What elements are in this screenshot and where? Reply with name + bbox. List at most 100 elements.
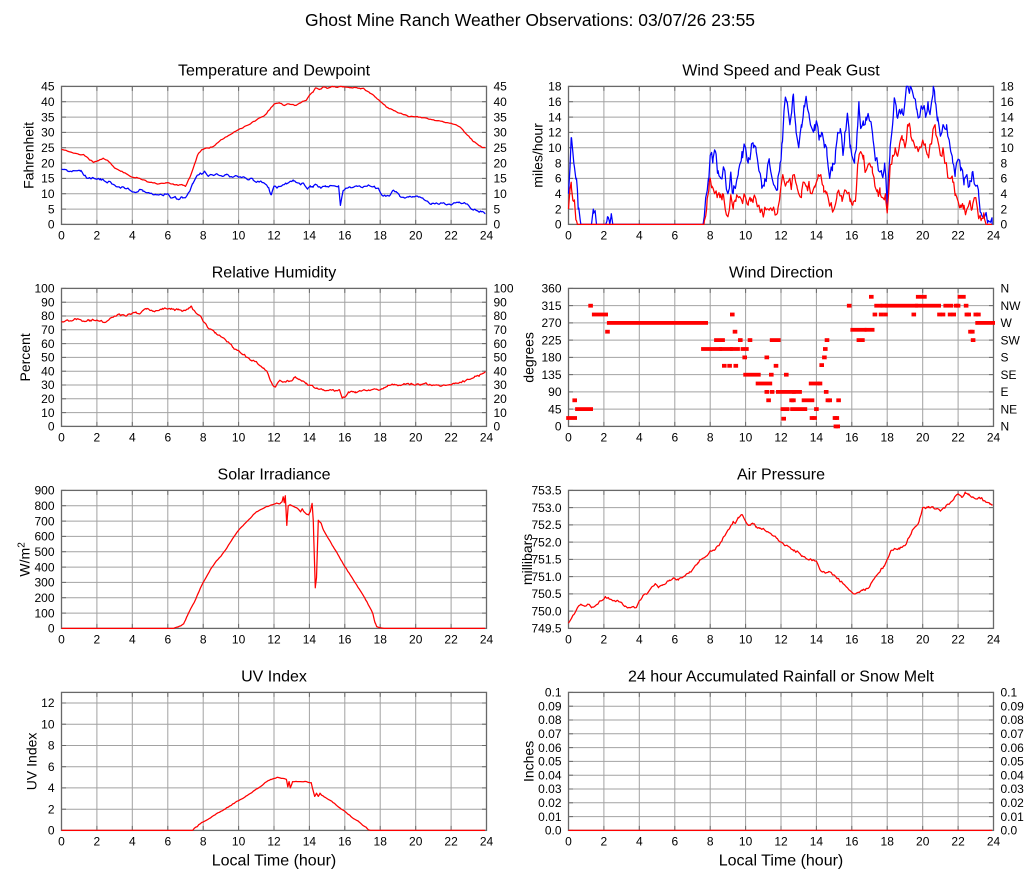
svg-text:750.0: 750.0 — [531, 604, 561, 618]
svg-text:14: 14 — [303, 229, 317, 243]
svg-text:0: 0 — [58, 229, 65, 243]
svg-text:700: 700 — [34, 514, 54, 528]
svg-text:16: 16 — [1001, 95, 1015, 109]
svg-text:2: 2 — [601, 633, 608, 647]
svg-text:12: 12 — [267, 229, 281, 243]
svg-text:90: 90 — [494, 295, 508, 309]
svg-text:degrees: degrees — [521, 332, 537, 383]
svg-text:20: 20 — [409, 229, 423, 243]
svg-text:0.07: 0.07 — [538, 727, 562, 741]
svg-text:Local Time (hour): Local Time (hour) — [212, 852, 337, 869]
svg-text:4: 4 — [129, 835, 136, 849]
svg-text:UV Index: UV Index — [24, 733, 40, 791]
svg-text:24: 24 — [480, 229, 494, 243]
svg-text:18: 18 — [374, 835, 388, 849]
svg-text:14: 14 — [303, 633, 317, 647]
svg-text:0.1: 0.1 — [1001, 686, 1018, 700]
svg-text:20: 20 — [409, 835, 423, 849]
svg-text:0: 0 — [565, 229, 572, 243]
svg-text:8: 8 — [707, 431, 714, 445]
svg-text:30: 30 — [41, 378, 55, 392]
svg-text:14: 14 — [1001, 110, 1015, 124]
svg-text:8: 8 — [707, 633, 714, 647]
svg-text:35: 35 — [494, 110, 508, 124]
svg-text:16: 16 — [338, 633, 352, 647]
svg-text:Air Pressure: Air Pressure — [737, 466, 825, 483]
svg-text:6: 6 — [671, 431, 678, 445]
svg-text:70: 70 — [494, 323, 508, 337]
svg-text:900: 900 — [34, 484, 54, 498]
svg-text:6: 6 — [164, 835, 171, 849]
svg-text:20: 20 — [41, 392, 55, 406]
svg-text:8: 8 — [555, 156, 562, 170]
svg-text:0.09: 0.09 — [538, 699, 562, 713]
svg-text:0: 0 — [494, 218, 501, 232]
svg-text:Relative Humidity: Relative Humidity — [212, 264, 336, 281]
svg-text:10: 10 — [232, 835, 246, 849]
svg-text:752.0: 752.0 — [531, 535, 561, 549]
svg-text:12: 12 — [774, 835, 788, 849]
svg-text:14: 14 — [303, 431, 317, 445]
svg-text:4: 4 — [636, 633, 643, 647]
svg-text:0.09: 0.09 — [1001, 699, 1025, 713]
svg-text:30: 30 — [494, 126, 508, 140]
svg-text:12: 12 — [267, 431, 281, 445]
svg-text:14: 14 — [810, 229, 824, 243]
svg-text:4: 4 — [129, 431, 136, 445]
svg-text:SW: SW — [1001, 333, 1021, 347]
svg-text:miles/hour: miles/hour — [530, 123, 546, 188]
svg-text:2: 2 — [601, 229, 608, 243]
svg-text:45: 45 — [548, 402, 562, 416]
svg-text:6: 6 — [164, 633, 171, 647]
svg-text:0: 0 — [494, 420, 501, 434]
svg-text:0.06: 0.06 — [1001, 741, 1025, 755]
svg-text:40: 40 — [494, 95, 508, 109]
svg-text:80: 80 — [494, 309, 508, 323]
svg-text:N: N — [1001, 282, 1010, 296]
svg-text:40: 40 — [41, 364, 55, 378]
svg-text:12: 12 — [774, 229, 788, 243]
svg-text:50: 50 — [41, 351, 55, 365]
svg-text:25: 25 — [41, 141, 55, 155]
svg-text:10: 10 — [1001, 141, 1015, 155]
svg-text:749.5: 749.5 — [531, 622, 561, 636]
svg-text:40: 40 — [41, 95, 55, 109]
svg-text:90: 90 — [41, 295, 55, 309]
svg-text:24: 24 — [480, 835, 494, 849]
svg-text:16: 16 — [338, 431, 352, 445]
svg-text:2: 2 — [601, 835, 608, 849]
svg-text:22: 22 — [444, 431, 458, 445]
svg-text:90: 90 — [548, 385, 562, 399]
svg-text:4: 4 — [636, 835, 643, 849]
svg-text:24: 24 — [987, 229, 1001, 243]
svg-text:2: 2 — [94, 835, 101, 849]
svg-text:NW: NW — [1001, 299, 1022, 313]
svg-text:20: 20 — [409, 633, 423, 647]
svg-text:270: 270 — [541, 316, 561, 330]
svg-text:16: 16 — [845, 229, 859, 243]
svg-text:UV Index: UV Index — [241, 668, 307, 685]
svg-text:14: 14 — [810, 431, 824, 445]
svg-text:8: 8 — [707, 835, 714, 849]
svg-text:15: 15 — [41, 172, 55, 186]
svg-text:180: 180 — [541, 351, 561, 365]
svg-text:360: 360 — [541, 282, 561, 296]
svg-text:Local Time (hour): Local Time (hour) — [719, 852, 844, 869]
svg-text:315: 315 — [541, 299, 561, 313]
svg-text:4: 4 — [129, 633, 136, 647]
svg-text:18: 18 — [881, 633, 895, 647]
svg-text:0.04: 0.04 — [1001, 768, 1025, 782]
svg-text:0: 0 — [48, 420, 55, 434]
svg-text:753.0: 753.0 — [531, 501, 561, 515]
svg-text:Fahrenheit: Fahrenheit — [20, 122, 36, 189]
svg-text:6: 6 — [555, 172, 562, 186]
svg-text:750.5: 750.5 — [531, 587, 561, 601]
svg-text:14: 14 — [303, 835, 317, 849]
svg-text:400: 400 — [34, 560, 54, 574]
svg-text:0: 0 — [555, 218, 562, 232]
svg-text:70: 70 — [41, 323, 55, 337]
svg-text:800: 800 — [34, 499, 54, 513]
svg-text:N: N — [1001, 420, 1010, 434]
svg-text:300: 300 — [34, 576, 54, 590]
svg-text:24: 24 — [987, 835, 1001, 849]
